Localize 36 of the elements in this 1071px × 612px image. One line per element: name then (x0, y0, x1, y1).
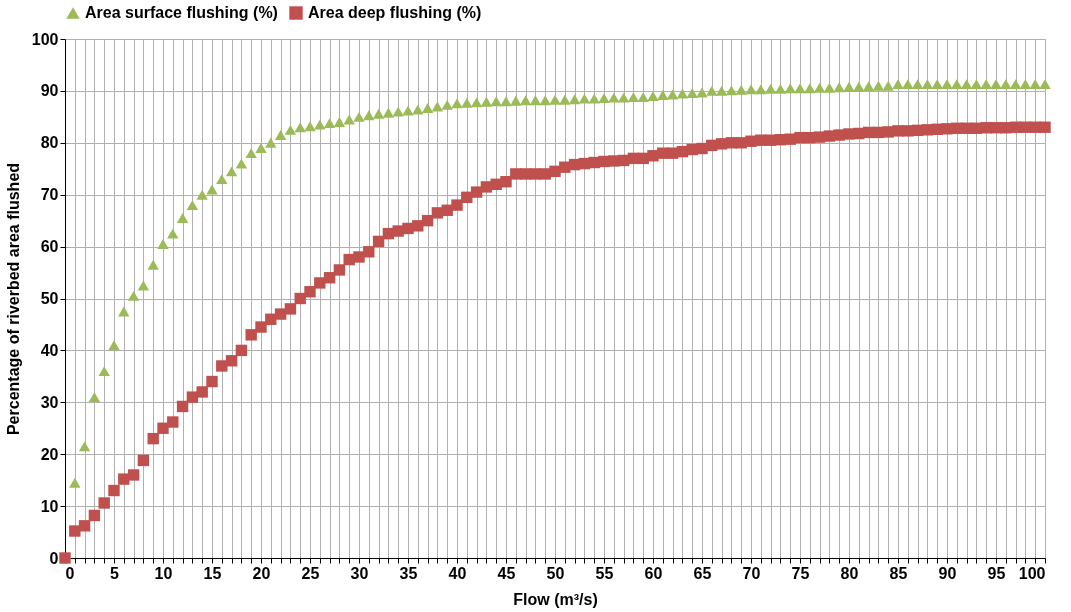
x-tick-label: 45 (497, 564, 516, 582)
y-axis-title: Percentage of riverbed area flushed (4, 162, 22, 436)
x-tick-label: 35 (399, 564, 418, 582)
x-tick-label: 80 (840, 564, 859, 582)
x-tick-label: 75 (791, 564, 810, 582)
x-tick-label: 5 (110, 564, 120, 582)
x-tick-label: 50 (546, 564, 565, 582)
x-tick-label: 10 (154, 564, 173, 582)
y-tick-label: 40 (40, 341, 59, 359)
x-tick-label: 65 (693, 564, 712, 582)
x-tick-label: 25 (301, 564, 320, 582)
y-tick-label: 100 (31, 30, 59, 48)
x-tick-label: 55 (595, 564, 614, 582)
y-tick-label: 20 (40, 445, 59, 463)
y-tick-label: 90 (40, 82, 59, 100)
y-tick-label: 10 (40, 497, 59, 515)
x-tick-label: 40 (448, 564, 467, 582)
x-tick-label: 0 (65, 564, 75, 582)
x-tick-label: 60 (644, 564, 663, 582)
x-axis-title: Flow (m³/s) (513, 590, 598, 608)
x-tick-label: 30 (350, 564, 369, 582)
x-tick-label: 15 (203, 564, 222, 582)
legend-label: Area deep flushing (%) (308, 4, 482, 21)
x-tick-label: 85 (889, 564, 908, 582)
y-tick-label: 80 (40, 134, 59, 152)
legend-label: Area surface flushing (%) (85, 4, 278, 21)
y-tick-label: 60 (40, 238, 59, 256)
x-tick-label: 90 (938, 564, 957, 582)
x-tick-label: 70 (742, 564, 761, 582)
y-tick-label: 30 (40, 393, 59, 411)
x-tick-label: 100 (1018, 564, 1046, 582)
x-tick-label: 95 (987, 564, 1006, 582)
x-tick-label: 20 (252, 564, 271, 582)
y-tick-label: 0 (49, 549, 59, 567)
y-tick-label: 50 (40, 290, 59, 307)
y-tick-label: 70 (40, 186, 59, 204)
